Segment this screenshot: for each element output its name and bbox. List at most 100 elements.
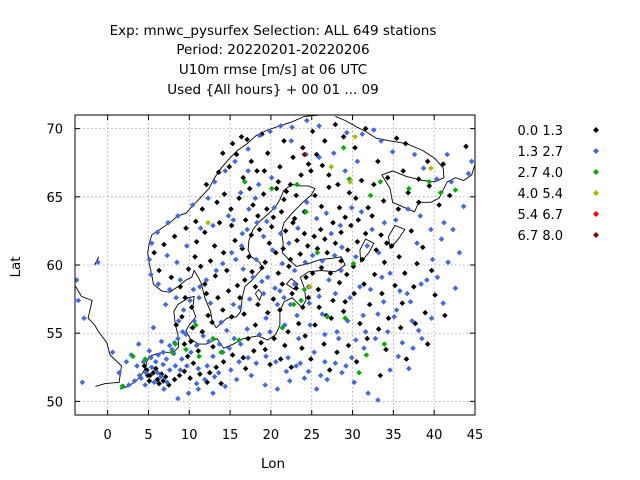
coastline-segment xyxy=(286,277,299,291)
station-point-series-1 xyxy=(250,274,256,281)
station-point-series-0 xyxy=(353,195,359,201)
station-point-series-0 xyxy=(300,304,306,311)
station-point-series-0 xyxy=(353,359,360,365)
station-point-series-1 xyxy=(166,286,173,293)
station-point-series-1 xyxy=(150,324,157,331)
station-point-series-0 xyxy=(379,290,385,297)
station-point-series-1 xyxy=(187,297,193,304)
station-point-series-0 xyxy=(151,249,157,256)
station-point-series-1 xyxy=(231,335,237,342)
station-point-series-1 xyxy=(225,213,232,219)
station-point-series-0 xyxy=(294,237,300,244)
station-point-series-1 xyxy=(468,158,475,165)
station-point-series-0 xyxy=(279,281,286,287)
station-point-series-0 xyxy=(183,225,189,231)
station-point-series-0 xyxy=(346,189,353,196)
x-tick-label: 10 xyxy=(181,428,198,443)
station-point-series-0 xyxy=(362,230,369,237)
station-point-series-0 xyxy=(315,286,322,293)
station-point-series-2 xyxy=(210,335,216,342)
station-point-series-1 xyxy=(339,369,345,376)
station-point-series-0 xyxy=(424,341,431,347)
station-point-series-2 xyxy=(172,341,179,347)
station-point-series-1 xyxy=(218,319,224,326)
station-point-series-0 xyxy=(156,380,162,387)
station-point-series-1 xyxy=(358,209,365,215)
station-point-series-2 xyxy=(130,353,136,360)
station-point-series-0 xyxy=(187,375,193,381)
station-point-series-0 xyxy=(348,222,354,229)
station-point-series-0 xyxy=(218,380,224,387)
station-point-series-0 xyxy=(326,184,332,191)
station-point-series-2 xyxy=(268,185,275,192)
station-point-series-0 xyxy=(340,308,347,315)
station-point-series-0 xyxy=(229,140,236,147)
station-point-series-0 xyxy=(361,281,367,287)
station-point-series-1 xyxy=(389,149,396,155)
station-point-series-3 xyxy=(307,284,313,290)
station-point-series-1 xyxy=(188,349,194,356)
station-point-series-0 xyxy=(411,284,417,290)
station-point-series-1 xyxy=(344,318,351,324)
station-point-series-1 xyxy=(264,218,270,225)
station-point-series-0 xyxy=(293,192,299,199)
coastline-segment xyxy=(388,224,406,249)
station-point-series-1 xyxy=(260,290,267,297)
station-point-series-0 xyxy=(322,138,328,144)
station-point-series-1 xyxy=(274,301,281,308)
legend-label: 0.0 1.3 xyxy=(518,124,563,139)
station-point-series-0 xyxy=(312,192,318,199)
station-point-series-0 xyxy=(273,249,279,256)
station-point-series-1 xyxy=(328,230,335,237)
station-point-series-0 xyxy=(160,378,166,384)
station-point-series-0 xyxy=(321,341,327,347)
station-point-series-1 xyxy=(348,204,355,211)
station-point-series-1 xyxy=(407,299,414,305)
station-point-series-0 xyxy=(277,307,283,313)
station-point-series-0 xyxy=(246,254,252,260)
station-point-series-1 xyxy=(460,203,467,210)
station-point-series-0 xyxy=(210,344,216,350)
station-point-series-0 xyxy=(141,363,148,369)
x-tick-label: 20 xyxy=(263,428,280,443)
station-point-series-0 xyxy=(203,290,210,297)
x-tick-label: 45 xyxy=(467,428,484,443)
station-point-series-0 xyxy=(342,214,348,221)
station-point-series-1 xyxy=(263,353,269,360)
station-point-series-0 xyxy=(161,241,167,248)
station-point-series-1 xyxy=(424,277,430,283)
station-point-series-1 xyxy=(391,314,397,320)
station-point-series-1 xyxy=(353,337,359,343)
station-point-series-1 xyxy=(369,226,375,233)
station-point-series-1 xyxy=(419,335,425,342)
station-point-series-1 xyxy=(143,369,149,376)
coastline xyxy=(75,115,475,390)
station-point-series-1 xyxy=(304,117,310,124)
station-point-series-1 xyxy=(267,128,273,135)
station-point-series-0 xyxy=(286,263,292,270)
title-line-2: Period: 20220201-20220206 xyxy=(176,42,369,58)
station-point-series-1 xyxy=(162,301,169,308)
station-point-series-0 xyxy=(324,249,330,256)
station-point-series-0 xyxy=(207,258,214,264)
station-point-series-1 xyxy=(154,369,161,376)
station-point-series-1 xyxy=(335,335,342,342)
station-point-series-1 xyxy=(285,354,291,361)
station-point-series-0 xyxy=(212,273,219,279)
station-point-series-0 xyxy=(304,243,311,249)
station-point-series-0 xyxy=(199,329,206,335)
station-point-series-0 xyxy=(397,324,404,331)
station-point-series-0 xyxy=(299,345,305,351)
station-point-series-0 xyxy=(312,322,318,328)
station-point-series-1 xyxy=(395,353,402,360)
station-point-series-0 xyxy=(412,320,419,327)
grid xyxy=(75,115,476,415)
station-point-series-1 xyxy=(342,168,348,174)
station-point-series-1 xyxy=(277,230,284,237)
station-point-series-1 xyxy=(297,360,304,366)
legend-marker xyxy=(593,232,599,238)
station-point-series-1 xyxy=(375,397,381,403)
station-point-series-1 xyxy=(183,331,189,338)
station-point-series-1 xyxy=(272,285,278,291)
station-point-series-0 xyxy=(400,168,406,174)
